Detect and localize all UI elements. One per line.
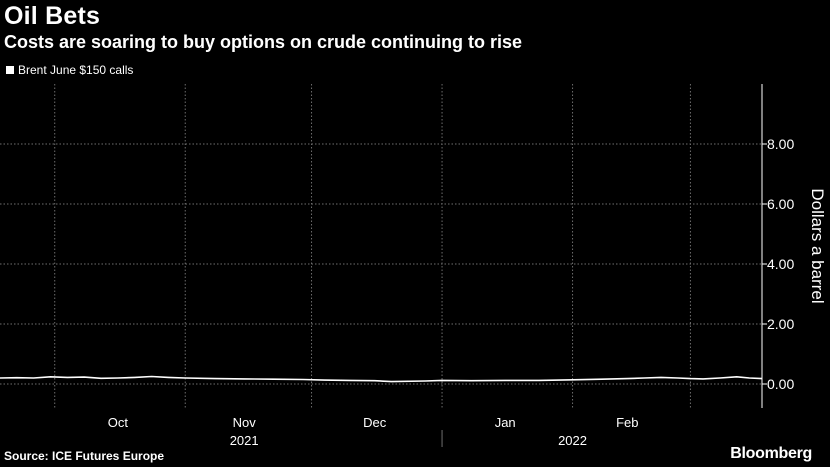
chart-title: Oil Bets — [4, 2, 101, 30]
x-tick-label: Nov — [233, 415, 257, 430]
y-tick-label: 8.00 — [767, 136, 794, 152]
legend-label: Brent June $150 calls — [18, 63, 134, 77]
x-year-label: 2022 — [558, 433, 587, 448]
bloomberg-logo: Bloomberg — [730, 445, 812, 462]
x-tick-label: Oct — [108, 415, 129, 430]
y-tick-label: 4.00 — [767, 256, 794, 272]
legend: Brent June $150 calls — [6, 63, 133, 77]
series-line-0 — [0, 375, 763, 383]
y-tick-label: 0.00 — [767, 376, 794, 392]
x-year-label: 2021 — [230, 433, 259, 448]
y-tick-label: 2.00 — [767, 316, 794, 332]
y-tick-label: 6.00 — [767, 196, 794, 212]
source-note: Source: ICE Futures Europe — [4, 449, 165, 463]
x-tick-label: Jan — [495, 415, 516, 430]
x-tick-label: Dec — [363, 415, 387, 430]
legend-swatch — [6, 66, 14, 74]
y-axis-label: Dollars a barrel — [808, 188, 827, 303]
chart-subtitle: Costs are soaring to buy options on crud… — [4, 32, 523, 52]
x-tick-label: Feb — [616, 415, 638, 430]
